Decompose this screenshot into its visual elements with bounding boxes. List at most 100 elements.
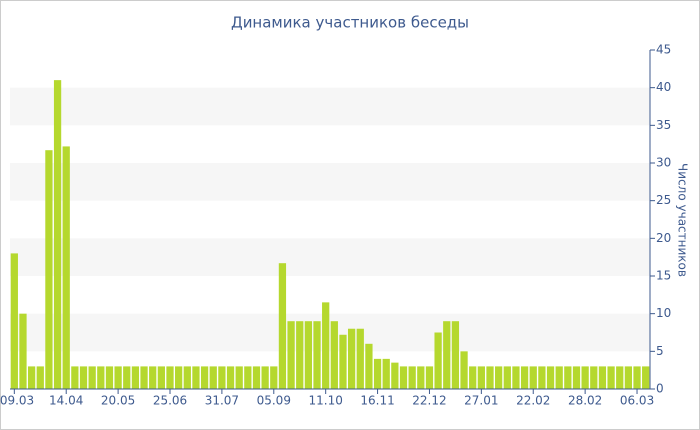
bar [62, 146, 70, 389]
x-tick-label: 25.06 [153, 394, 187, 408]
bar [157, 366, 165, 389]
y-tick-label: 0 [656, 382, 664, 396]
bar [633, 366, 641, 389]
bar [296, 321, 304, 389]
bar [520, 366, 529, 389]
bar [391, 362, 399, 389]
bar [313, 321, 321, 389]
bar [572, 366, 581, 389]
bar [469, 366, 477, 389]
y-tick-label: 45 [656, 43, 671, 57]
bar [425, 366, 434, 389]
bar [200, 366, 209, 389]
bar [261, 366, 269, 389]
bar [140, 366, 148, 389]
y-tick-label: 15 [656, 269, 671, 283]
x-tick-label: 20.05 [101, 394, 135, 408]
bar [114, 366, 122, 389]
bar [581, 366, 589, 389]
bar [19, 313, 27, 389]
bar [347, 328, 356, 389]
bar [477, 366, 485, 389]
bar [590, 366, 598, 389]
bar [443, 321, 451, 389]
bar [131, 366, 140, 389]
y-tick-label: 10 [656, 306, 671, 320]
bar [365, 343, 373, 389]
bar [183, 366, 191, 389]
bar [616, 366, 624, 389]
bar [417, 366, 425, 389]
bar [175, 366, 183, 389]
bar [27, 366, 36, 389]
bar [10, 253, 18, 389]
bar [408, 366, 416, 389]
bar [45, 150, 53, 389]
grid-band [10, 87, 650, 126]
bar [512, 366, 520, 389]
bar [226, 366, 235, 389]
bar [209, 366, 217, 389]
x-tick-label: 16.11 [360, 394, 394, 408]
x-tick-label: 06.03 [620, 394, 654, 408]
bar [529, 366, 537, 389]
bar [503, 366, 511, 389]
bar [624, 366, 633, 389]
y-tick-label: 35 [656, 118, 671, 132]
bar [36, 366, 44, 389]
bar [192, 366, 200, 389]
bar [149, 366, 157, 389]
y-tick-label: 20 [656, 231, 671, 245]
bar [270, 366, 278, 389]
x-tick-label: 22.02 [516, 394, 550, 408]
x-tick-label: 31.07 [205, 394, 239, 408]
bar [330, 321, 338, 389]
bar [278, 263, 287, 389]
bar [538, 366, 546, 389]
bar [373, 358, 382, 389]
bar [53, 80, 62, 389]
x-tick-label: 09.03 [0, 394, 34, 408]
bar [546, 366, 555, 389]
bar [322, 302, 330, 389]
bar [434, 332, 442, 389]
bar [235, 366, 243, 389]
bar [244, 366, 252, 389]
grid-band [10, 313, 650, 352]
bar [399, 366, 408, 389]
x-tick-label: 28.02 [568, 394, 602, 408]
y-axis-label: Число участников [676, 163, 690, 277]
y-tick-label: 25 [656, 193, 671, 207]
y-tick-label: 5 [656, 344, 664, 358]
bar [495, 366, 503, 389]
bar [460, 351, 468, 389]
x-tick-label: 14.04 [49, 394, 83, 408]
bar [564, 366, 572, 389]
bar [79, 366, 88, 389]
bar [252, 366, 261, 389]
bar [642, 366, 650, 389]
bar [71, 366, 79, 389]
bar [88, 366, 96, 389]
bar [123, 366, 131, 389]
bar [607, 366, 615, 389]
bar [486, 366, 494, 389]
bar [97, 366, 105, 389]
grid-band [10, 238, 650, 276]
bar [555, 366, 563, 389]
grid-band [10, 163, 650, 201]
bar [287, 321, 295, 389]
bar [339, 334, 347, 389]
y-tick-label: 30 [656, 156, 671, 170]
x-tick-label: 22.12 [412, 394, 446, 408]
bar [451, 321, 460, 389]
x-tick-label: 05.09 [257, 394, 291, 408]
bar [218, 366, 226, 389]
bar [304, 321, 313, 389]
bar [598, 366, 607, 389]
bar [105, 366, 114, 389]
chart-title: Динамика участников беседы [231, 14, 469, 32]
x-tick-label: 11.10 [308, 394, 342, 408]
bar [166, 366, 174, 389]
